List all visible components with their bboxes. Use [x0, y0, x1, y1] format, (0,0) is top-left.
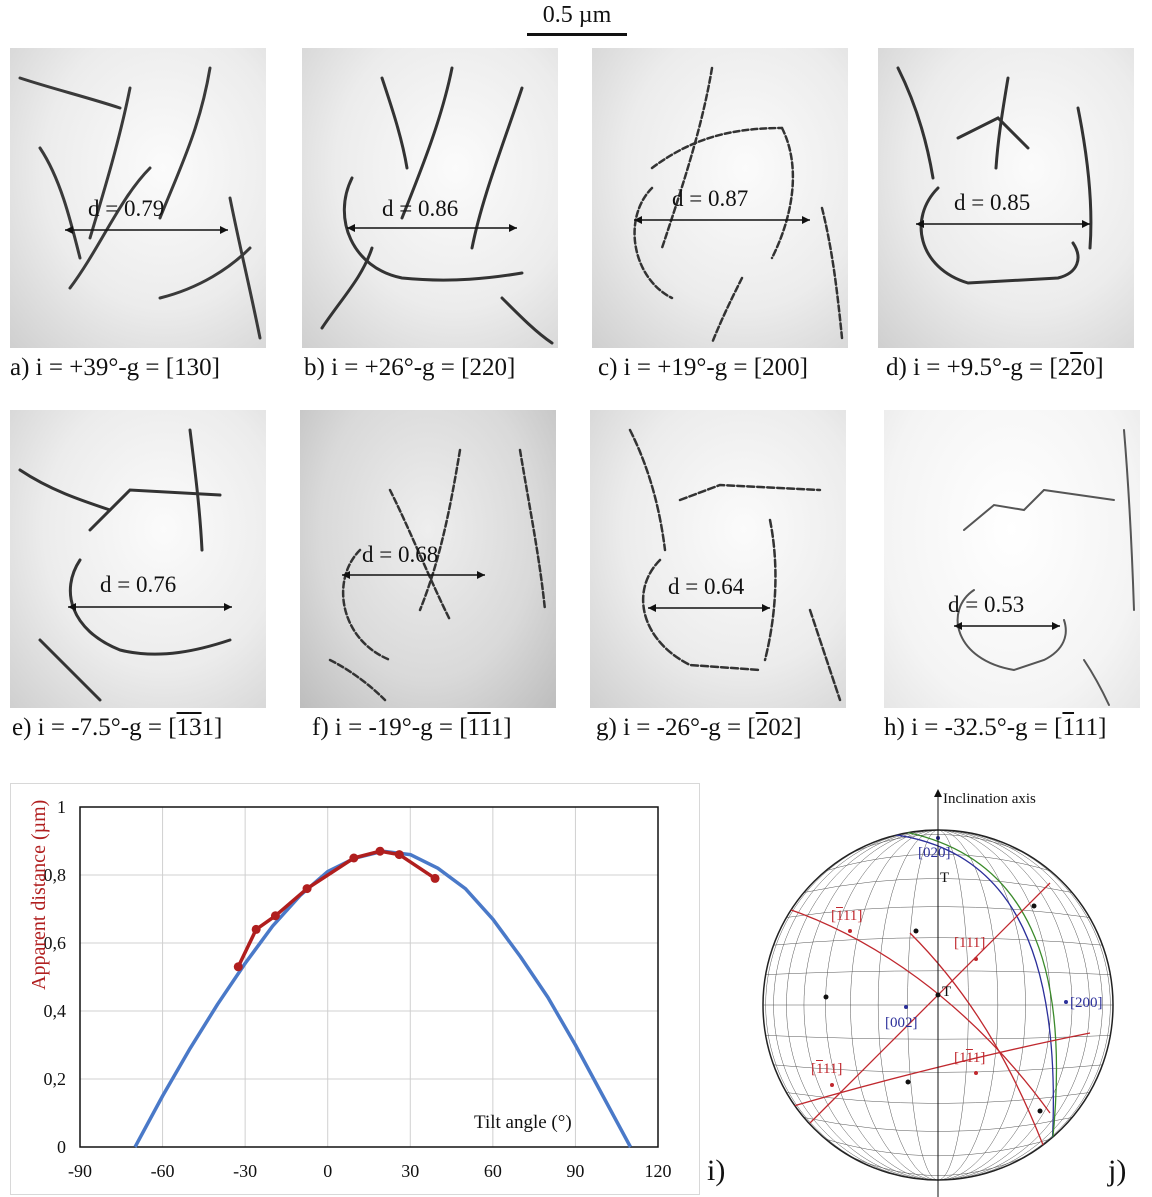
intersection-points: [823, 903, 1043, 1114]
distance-label-c: d = 0.87: [672, 186, 749, 211]
chart-y-axis-label: Apparent distance (µm): [28, 799, 50, 990]
y-tick-label: 1: [57, 797, 66, 817]
blue-great-circle: [879, 832, 1054, 1179]
data-point: [233, 962, 243, 972]
x-tick-label: -30: [233, 1161, 257, 1181]
pole-label-020: [020]: [918, 845, 951, 861]
distance-label-a: d = 0.79: [88, 196, 165, 221]
panel-label-i: i): [707, 1154, 726, 1187]
pole-label-200: [200]: [1070, 995, 1103, 1011]
x-tick-label: 90: [566, 1161, 584, 1181]
y-tick-label: 0,4: [44, 1001, 67, 1021]
micrograph-e: d = 0.76: [10, 410, 266, 708]
distance-label-f: d = 0.68: [362, 542, 439, 567]
t-marker-label-top: T: [940, 870, 950, 886]
pole-label-bar1-11-bottom: [111]: [811, 1061, 843, 1077]
micrograph-c: d = 0.87: [592, 48, 848, 348]
dislocation-lines-g: [628, 428, 842, 702]
red-great-circle-1: [769, 902, 1051, 1114]
caption-h: h) i = -32.5°-g = [111]: [884, 714, 1107, 741]
caption-d: d) i = +9.5°-g = [220]: [886, 354, 1104, 381]
dislocation-lines-d: [896, 66, 1093, 285]
caption-e: e) i = -7.5°-g = [131]: [12, 714, 223, 741]
caption-f: f) i = -19°-g = [111]: [312, 714, 512, 741]
caption-g: g) i = -26°-g = [202]: [596, 714, 802, 741]
y-tick-label: 0,6: [44, 933, 67, 953]
x-tick-label: 0: [323, 1161, 332, 1181]
data-point: [251, 924, 261, 934]
x-tick-label: -90: [68, 1161, 92, 1181]
red-poles: [830, 929, 978, 1087]
dislocation-lines-h: [954, 429, 1135, 706]
micrograph-f: d = 0.68: [300, 410, 556, 708]
y-tick-label: 0: [57, 1137, 66, 1157]
micrograph-a: d = 0.79: [10, 48, 266, 348]
data-point: [302, 884, 312, 894]
blue-poles: [904, 836, 1068, 1009]
distance-label-b: d = 0.86: [382, 196, 459, 221]
series-line-model: [133, 849, 633, 1148]
series-line-measured: [236, 849, 437, 968]
chart-x-axis-label: Tilt angle (°): [474, 1112, 572, 1133]
micrograph-d: d = 0.85: [878, 48, 1134, 348]
data-point: [349, 853, 359, 863]
dislocation-lines-e: [18, 428, 232, 702]
pole-label-1bar11: [111]: [954, 1050, 986, 1066]
data-point: [270, 911, 280, 921]
caption-a: a) i = +39°-g = [130]: [10, 354, 220, 381]
scale-bar: [527, 33, 627, 36]
chart-series: [133, 846, 633, 1148]
red-great-circle-3: [909, 932, 1051, 1164]
data-point: [394, 850, 404, 860]
chart-grid: [79, 806, 659, 1148]
pole-label-bar1-11-top: [111]: [831, 908, 863, 924]
distance-label-e: d = 0.76: [100, 572, 177, 597]
dislocation-lines-a: [18, 66, 262, 340]
green-great-circle: [899, 830, 1058, 1179]
y-tick-label: 0,8: [44, 865, 67, 885]
distance-label-g: d = 0.64: [668, 574, 745, 599]
inclination-axis-label: Inclination axis: [943, 791, 1036, 807]
distance-label-d: d = 0.85: [954, 190, 1031, 215]
dislocation-lines-c: [633, 66, 844, 345]
micrograph-h: d = 0.53: [884, 410, 1140, 708]
distance-label-h: d = 0.53: [948, 592, 1025, 617]
panel-label-j: j): [1108, 1154, 1127, 1187]
data-point: [430, 873, 440, 883]
plot-area: [79, 806, 659, 1148]
dislocation-lines-f: [328, 448, 547, 702]
axis-arrow-up-icon: [934, 789, 942, 797]
micrograph-b: d = 0.86: [302, 48, 558, 348]
caption-b: b) i = +26°-g = [220]: [304, 354, 516, 381]
stereographic-projection: [762, 789, 1114, 1197]
chart-frame: [10, 783, 700, 1195]
chart-ticks: -90 -60 -30 0 30 60 90 120 0 0,2 0,4 0,6 0,8 1: [44, 797, 672, 1181]
data-point: [375, 846, 385, 856]
apparent-distance-chart: -90 -60 -30 0 30 60 90 120 0 0,2 0,4 0,6 0,8 1: [44, 797, 672, 1181]
x-tick-label: 60: [484, 1161, 502, 1181]
red-great-circle-2: [809, 882, 1051, 1124]
x-tick-label: 120: [645, 1161, 672, 1181]
scale-bar-label: 0.5 µm: [542, 2, 612, 28]
dislocation-lines-b: [320, 66, 554, 345]
x-tick-label: 30: [401, 1161, 419, 1181]
pole-label-002: [002]: [885, 1015, 918, 1031]
micrograph-g: d = 0.64: [590, 410, 846, 708]
pole-label-111: [111]: [954, 935, 986, 951]
caption-c: c) i = +19°-g = [200]: [598, 354, 808, 381]
x-tick-label: -60: [151, 1161, 175, 1181]
red-great-circle-4: [769, 1032, 1091, 1114]
t-marker-label: T: [942, 984, 952, 1000]
y-tick-label: 0,2: [44, 1069, 67, 1089]
